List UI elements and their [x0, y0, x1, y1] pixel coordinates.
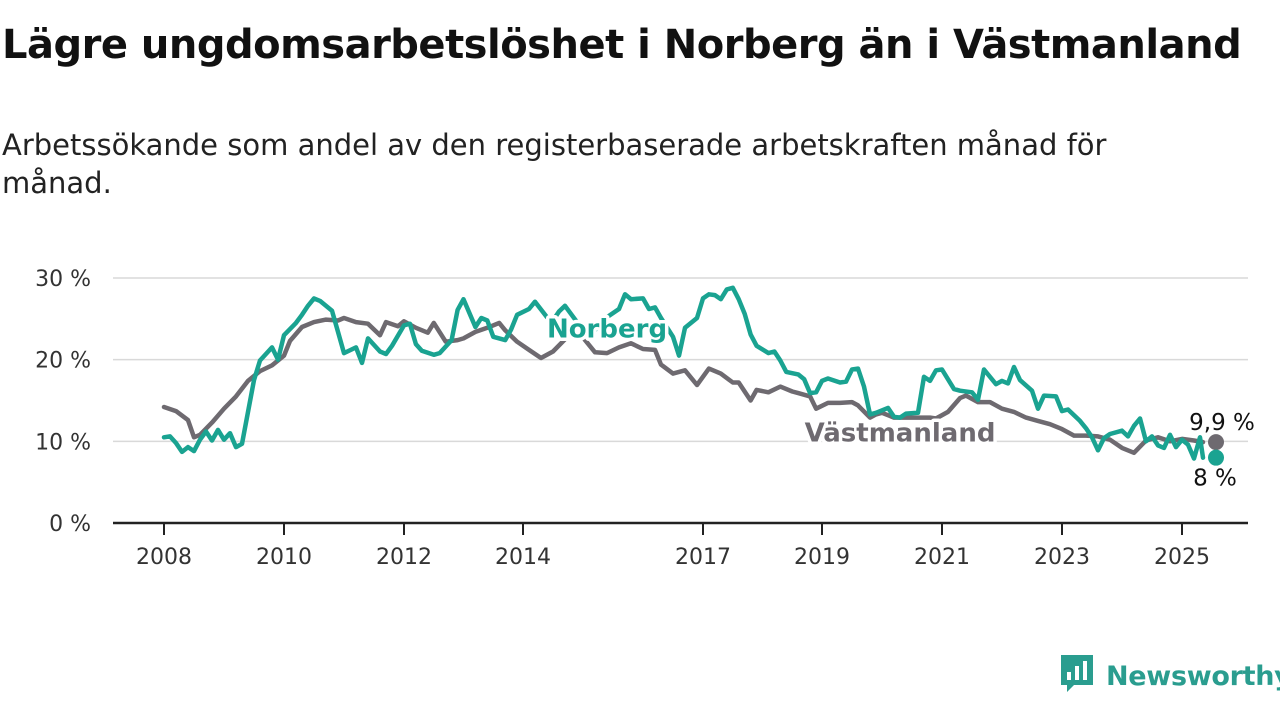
series-label-vastmanland: Västmanland: [805, 418, 996, 448]
series-lines: [161, 285, 1224, 466]
chart-subtitle: Arbetssökande som andel av den registerb…: [2, 128, 1107, 200]
newsworthy-brand[interactable]: Newsworthy: [1060, 654, 1280, 698]
y-tick-label: 0 %: [49, 512, 91, 537]
end-label-vastmanland: 9,9 %: [1189, 410, 1255, 436]
x-tick-label: 2019: [794, 545, 850, 570]
series-label-norberg: Norberg: [547, 315, 667, 345]
x-tick-label: 2010: [256, 545, 312, 570]
series-line-vastmanland: [161, 315, 1206, 456]
x-axis: 2008 2010 2012 2014 2017 2019 2021 2023 2025: [113, 521, 1248, 570]
end-label-norberg: 8 %: [1193, 466, 1237, 492]
series-line-norberg: [161, 285, 1206, 461]
x-tick-label: 2017: [675, 545, 731, 570]
x-tick-label: 2025: [1154, 545, 1210, 570]
y-tick-label: 30 %: [35, 267, 91, 292]
y-tick-label: 20 %: [35, 349, 91, 374]
annotation-labels: 9,9 % 8 % Norberg Västmanland: [543, 311, 1256, 494]
grid-lines: 0 % 10 % 20 % 30 %: [35, 267, 1248, 537]
end-marker-norberg: [1208, 449, 1224, 466]
end-marker-vastmanland: [1208, 434, 1224, 451]
x-tick-label: 2014: [495, 545, 551, 570]
newsworthy-logo-icon: [1060, 654, 1094, 698]
newsworthy-brand-name: Newsworthy: [1106, 660, 1280, 692]
x-tick-label: 2023: [1034, 545, 1090, 570]
chart-title: Lägre ungdomsarbetslöshet i Norberg än i…: [2, 22, 1242, 68]
y-tick-label: 10 %: [35, 430, 91, 455]
x-tick-label: 2008: [136, 545, 192, 570]
x-tick-label: 2021: [914, 545, 970, 570]
x-tick-label: 2012: [376, 545, 432, 570]
